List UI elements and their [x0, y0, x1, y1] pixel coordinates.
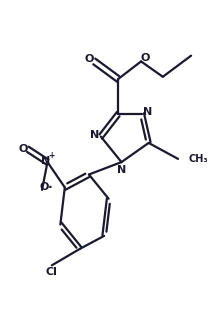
Text: O: O — [85, 54, 94, 64]
Text: N: N — [90, 130, 99, 140]
Text: O: O — [18, 144, 28, 154]
Text: +: + — [49, 151, 55, 160]
Text: CH₃: CH₃ — [189, 154, 208, 164]
Text: Cl: Cl — [46, 267, 58, 277]
Text: O: O — [39, 182, 48, 192]
Text: N: N — [117, 165, 126, 175]
Text: O: O — [141, 53, 150, 63]
Text: N: N — [143, 107, 152, 117]
Text: ·: · — [47, 181, 52, 194]
Text: N: N — [41, 156, 50, 167]
